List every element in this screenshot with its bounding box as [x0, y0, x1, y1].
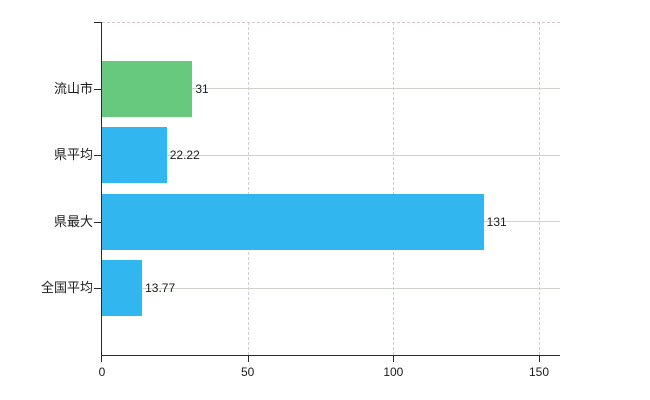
x-axis-tick-label: 100 [383, 365, 404, 379]
x-axis-tick-100 [393, 355, 395, 362]
category-gridline-3 [102, 287, 560, 289]
y-axis-tick-1 [94, 155, 101, 157]
bar-0 [102, 60, 193, 117]
x-axis-tick-0 [101, 355, 102, 362]
bar-2 [102, 193, 484, 250]
top-boundary-gridline [102, 22, 560, 23]
x-axis-tick-label: 0 [98, 365, 106, 379]
category-label: 全国平均 [40, 280, 93, 296]
v-gridline-50 [247, 22, 249, 355]
category-label: 県平均 [53, 147, 93, 163]
x-axis-tick-50 [247, 355, 249, 362]
bar-value-label: 131 [486, 214, 507, 229]
bar-value-label: 22.22 [169, 148, 200, 163]
category-label: 県最大 [53, 213, 93, 229]
x-axis-tick-label: 150 [528, 365, 550, 379]
y-axis-tick-3 [94, 288, 101, 290]
bar-value-label: 13.77 [145, 281, 176, 296]
bar-value-label: 31 [195, 81, 209, 96]
y-axis-tick-0 [94, 88, 101, 90]
bar-3 [102, 260, 143, 317]
y-axis-tick-2 [94, 221, 101, 223]
v-gridline-100 [393, 22, 395, 355]
category-gridline-1 [102, 154, 560, 156]
bar-1 [102, 127, 167, 184]
v-gridline-150 [539, 22, 540, 355]
plot-area: 0 50 100 150 31 22.22 131 13.77 [99, 22, 560, 379]
x-axis-tick-label: 50 [240, 365, 255, 379]
x-axis-tick-150 [539, 355, 540, 362]
y-axis-top-tick [94, 22, 101, 23]
category-label: 流山市 [53, 80, 93, 96]
category-gridline-0 [102, 88, 560, 90]
